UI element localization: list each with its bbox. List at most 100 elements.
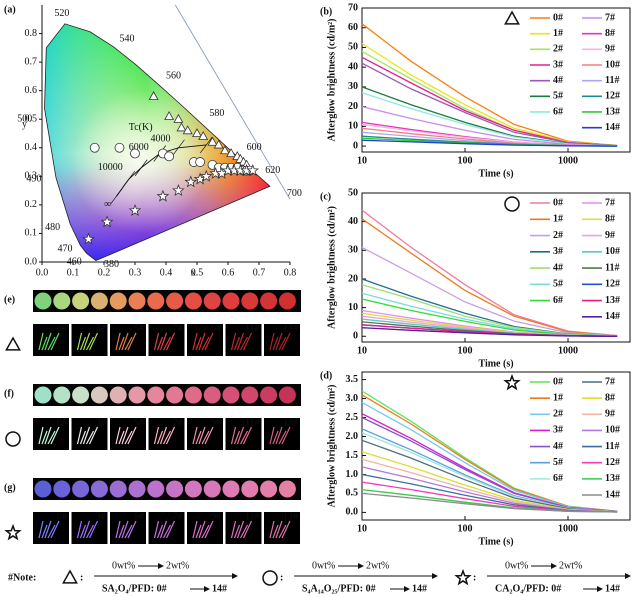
panel-label: (d): [320, 370, 332, 381]
leaf-glow: [115, 520, 121, 539]
photo-thumb: [33, 512, 69, 544]
legend-label: 4#: [553, 75, 563, 86]
leaf-glow: [272, 430, 279, 445]
legend-label: 11#: [605, 441, 619, 452]
note-to: 2wt%: [366, 560, 389, 571]
note-symbol: [62, 569, 78, 584]
photo-thumb: [187, 512, 223, 544]
photo-label: 11#: [245, 417, 260, 428]
y-tick-label: 0.7: [25, 56, 38, 67]
photo-label: 11#: [245, 511, 260, 522]
leaf-glow: [272, 524, 279, 539]
sample-disc: [241, 480, 259, 498]
photo-label: 11#: [245, 323, 260, 334]
leaf-glow: [239, 336, 249, 351]
y-tick-label: 1.5: [346, 450, 359, 461]
leaf-glow: [195, 430, 202, 445]
leaf-glow: [124, 336, 133, 351]
photo-thumb: [148, 324, 185, 356]
decay-curve: [361, 23, 618, 147]
y-axis-label: Afterglow brightness (cd/m²): [326, 206, 337, 329]
leaf-glow: [201, 336, 210, 351]
leaf-glow: [233, 524, 241, 539]
cie-point: [130, 148, 140, 159]
y-tick-label: 3.0: [346, 393, 359, 404]
leaf-glow: [165, 426, 176, 445]
y-tick-label: 0.1: [25, 228, 38, 239]
leaf-glow: [195, 336, 202, 351]
x-tick-label: 0.6: [222, 267, 235, 278]
y-tick-label: 20: [348, 101, 358, 112]
x-tick-label: 10: [357, 523, 367, 534]
leaf-glow: [230, 520, 237, 539]
legend-label: 2#: [553, 409, 563, 420]
sample-disc: [34, 386, 52, 404]
x-tick-label: 0.8: [284, 267, 297, 278]
cie-point: [114, 142, 125, 153]
sample-disc: [278, 292, 296, 310]
leaf-glow: [79, 336, 87, 351]
x-tick-label: 0.3: [129, 267, 142, 278]
sample-disc: [166, 480, 184, 498]
leaf-glow: [192, 426, 198, 445]
y-tick-label: 2.0: [346, 431, 359, 442]
leaf-glow: [156, 336, 164, 351]
legend-label: 5#: [553, 457, 563, 468]
sample-disc: [184, 386, 202, 404]
legend-label: 3#: [553, 425, 563, 436]
sample-disc: [203, 386, 221, 404]
y-tick-label: 10: [348, 302, 358, 313]
sample-disc: [203, 480, 221, 498]
leaf-glow: [41, 524, 48, 539]
photo-thumb: [225, 512, 262, 544]
photo-thumb: [148, 418, 185, 450]
cie-point: [192, 128, 202, 138]
sample-disc: [72, 292, 90, 310]
y-tick-label: 40: [348, 61, 358, 72]
leaf-glow: [162, 336, 172, 351]
leaf-glow: [38, 426, 44, 445]
leaf-glow: [201, 524, 210, 539]
leaf-glow: [239, 524, 249, 539]
sample-disc: [109, 480, 127, 498]
photo-thumb: [187, 418, 223, 450]
y-tick-label: 1.0: [346, 469, 359, 480]
leaf-glow: [82, 426, 91, 445]
x-tick-label: 0.7: [253, 267, 266, 278]
note-host: SA₂O₄/PFD: 0#: [102, 583, 167, 594]
photo-label: 9#: [211, 323, 221, 334]
photo-label: 3#: [96, 417, 106, 428]
y-tick-label: 3.5: [346, 374, 359, 385]
legend-label: 7#: [605, 12, 615, 23]
sample-disc: [241, 386, 259, 404]
y-tick-label: 2.5: [346, 412, 359, 423]
leaf-glow: [281, 520, 291, 539]
leaf-glow: [82, 520, 91, 539]
wavelength-label: 560: [166, 71, 181, 82]
leaf-glow: [269, 332, 275, 351]
decay-curve: [361, 327, 618, 337]
y-tick-label: 10: [348, 121, 358, 132]
legend-label: 11#: [605, 262, 619, 273]
leaf-glow: [121, 426, 129, 445]
leaf-glow: [233, 430, 241, 445]
cie-point: [148, 91, 159, 100]
cie-point: [100, 215, 114, 228]
note-to: 2wt%: [166, 560, 189, 571]
x-tick-label: 0.5: [191, 267, 204, 278]
cie-point: [89, 142, 100, 153]
wavelength-label: 380: [104, 259, 119, 270]
leaf-glow: [281, 332, 291, 351]
sample-disc: [147, 292, 165, 310]
note-end: 14#: [212, 583, 227, 594]
legend-label: 9#: [605, 230, 615, 241]
legend-label: 6#: [553, 295, 563, 306]
y-tick-label: 30: [348, 245, 358, 256]
legend-label: 10#: [605, 425, 620, 436]
note-end: 14#: [412, 583, 427, 594]
sample-disc: [90, 292, 108, 310]
sample-disc: [34, 480, 52, 498]
leaf-glow: [44, 332, 52, 351]
photo-thumb: [264, 512, 300, 544]
leaf-glow: [85, 430, 95, 445]
